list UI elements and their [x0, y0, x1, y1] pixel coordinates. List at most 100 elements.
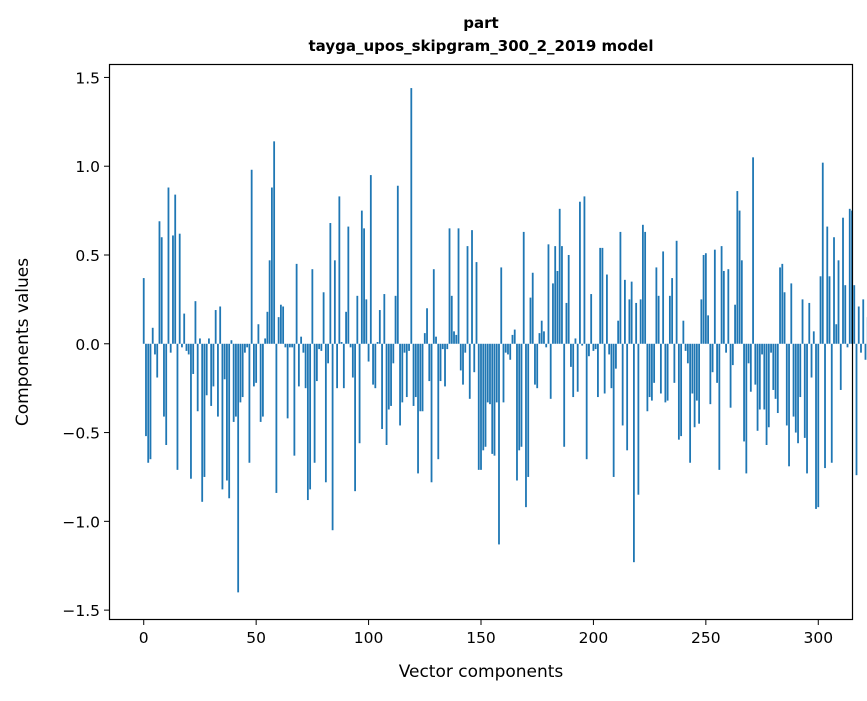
bar [336, 344, 338, 388]
bar [644, 232, 646, 344]
bar [682, 321, 684, 344]
bar [709, 344, 711, 404]
bar [745, 344, 747, 474]
bar [431, 344, 433, 483]
bar [611, 344, 613, 388]
bar [734, 305, 736, 344]
bar [399, 344, 401, 426]
bar [363, 228, 365, 343]
bar [284, 344, 286, 348]
bar [208, 338, 210, 343]
bar [433, 269, 435, 344]
bar [732, 344, 734, 365]
bar [554, 246, 556, 344]
bar [539, 333, 541, 344]
x-tick-label: 100 [354, 629, 384, 647]
bar [372, 344, 374, 385]
bar [842, 218, 844, 344]
bar [417, 344, 419, 474]
bar [179, 234, 181, 344]
bar [302, 344, 304, 353]
bar [226, 344, 228, 481]
bar [195, 301, 197, 344]
bar [829, 276, 831, 343]
bar [622, 344, 624, 426]
bar [790, 283, 792, 343]
bar [217, 344, 219, 417]
bar [172, 235, 174, 343]
y-axis-label: Components values [13, 258, 33, 426]
bar [170, 344, 172, 353]
bar [428, 344, 430, 381]
bar [168, 188, 170, 344]
bar [462, 344, 464, 385]
bar [631, 282, 633, 344]
bar [660, 344, 662, 394]
bar [739, 211, 741, 344]
bar [705, 253, 707, 344]
bar [500, 267, 502, 343]
bar [590, 294, 592, 344]
bar [352, 344, 354, 378]
bar [269, 260, 271, 343]
bar [244, 344, 246, 353]
bar [154, 344, 156, 355]
bar [201, 344, 203, 502]
bar [503, 344, 505, 403]
bar [620, 232, 622, 344]
bar [406, 344, 408, 397]
bar [307, 344, 309, 500]
bar [577, 344, 579, 392]
bar [419, 344, 421, 411]
bar [213, 344, 215, 387]
bar [743, 344, 745, 442]
bar [422, 344, 424, 411]
bar [231, 340, 233, 344]
bar [275, 344, 277, 493]
bar [689, 344, 691, 463]
bar [165, 344, 167, 445]
chart-title: part [463, 14, 498, 32]
bar [772, 344, 774, 390]
bar [471, 230, 473, 344]
bar [608, 344, 610, 355]
bar [300, 337, 302, 344]
bar [523, 232, 525, 344]
bar [377, 342, 379, 344]
bar [181, 344, 183, 348]
bar [458, 228, 460, 343]
bar [548, 244, 550, 343]
bar [280, 305, 282, 344]
bar [156, 344, 158, 378]
bar [653, 344, 655, 383]
bar [581, 344, 583, 346]
bar [347, 227, 349, 344]
bar [626, 344, 628, 451]
bar [253, 344, 255, 387]
y-tick-label: 0.5 [75, 247, 100, 265]
bar [820, 276, 822, 343]
bar [640, 299, 642, 343]
bar [255, 344, 257, 383]
bar [316, 344, 318, 381]
bar [817, 344, 819, 507]
bar [476, 262, 478, 344]
bar [815, 344, 817, 509]
bar [516, 344, 518, 481]
bar [206, 344, 208, 395]
bar [678, 344, 680, 440]
bar [374, 344, 376, 388]
bar [219, 306, 221, 343]
bar [455, 335, 457, 344]
bar [345, 312, 347, 344]
bar [721, 246, 723, 344]
bar [799, 344, 801, 397]
bar [527, 344, 529, 477]
bar [188, 344, 190, 355]
bar [249, 344, 251, 463]
bar [228, 344, 230, 498]
bar [289, 344, 291, 348]
bar [514, 330, 516, 344]
